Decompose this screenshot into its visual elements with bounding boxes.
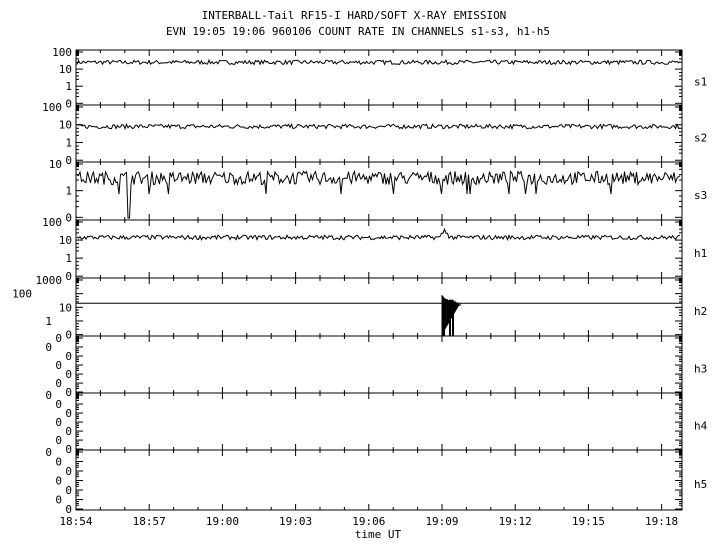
y-tick-label-s3: 1 xyxy=(65,185,72,198)
y-tick-label-h5: 0 xyxy=(55,456,62,469)
y-tick-label-s1: 0 xyxy=(65,97,72,110)
panel-frame-h1 xyxy=(75,219,683,279)
x-tick-label: 19:18 xyxy=(645,515,678,528)
y-tick-label-h2: 10 xyxy=(59,301,72,314)
y-tick-label-h2: 0 xyxy=(65,329,72,342)
x-tick-label: 19:09 xyxy=(425,515,458,528)
y-tick-label-h1: 1 xyxy=(65,252,72,265)
y-tick-label-s2: 0 xyxy=(65,154,72,167)
y-tick-label-h4: 0 xyxy=(65,425,72,438)
panel-frame-h5 xyxy=(75,449,683,511)
panel-frame-s3 xyxy=(75,161,683,221)
y-tick-label-h4: 0 xyxy=(45,389,52,402)
channel-label-h5: h5 xyxy=(694,478,707,491)
y-tick-label-h4: 0 xyxy=(55,398,62,411)
x-tick-label: 19:12 xyxy=(499,515,532,528)
y-tick-label-h5: 0 xyxy=(65,503,72,516)
panel-frame-s2 xyxy=(75,104,683,163)
x-tick-label: 19:03 xyxy=(279,515,312,528)
channel-label-h2: h2 xyxy=(694,305,707,318)
y-tick-label-s1: 1 xyxy=(65,80,72,93)
y-tick-label-h5: 0 xyxy=(45,446,52,459)
y-tick-label-h1: 0 xyxy=(65,270,72,283)
y-tick-label-h4: 0 xyxy=(55,434,62,447)
y-tick-label-h2: 100 xyxy=(12,288,32,301)
y-tick-label-h2: 1000 xyxy=(36,274,63,287)
y-tick-label-h3: 0 xyxy=(55,332,62,345)
chart-title: INTERBALL-Tail RF15-I HARD/SOFT X-RAY EM… xyxy=(202,9,507,22)
y-tick-label-s2: 100 xyxy=(42,101,62,114)
x-tick-label: 19:06 xyxy=(352,515,385,528)
series-line-s2 xyxy=(76,122,681,131)
channel-label-h4: h4 xyxy=(694,420,708,433)
panel-frame-h2 xyxy=(75,277,683,337)
y-tick-label-h3: 0 xyxy=(55,377,62,390)
y-tick-label-h4: 0 xyxy=(65,443,72,456)
series-line-s1 xyxy=(76,58,681,66)
panel-frame-h3 xyxy=(75,335,683,394)
y-tick-label-h1: 10 xyxy=(59,234,72,247)
y-tick-label-s3: 10 xyxy=(49,158,62,171)
burst-h2 xyxy=(441,294,461,335)
y-tick-label-h3: 0 xyxy=(55,359,62,372)
y-tick-label-h4: 0 xyxy=(55,416,62,429)
y-tick-label-h2: 1 xyxy=(45,315,52,328)
y-tick-label-h3: 0 xyxy=(65,350,72,363)
chart-subtitle: EVN 19:05 19:06 960106 COUNT RATE IN CHA… xyxy=(166,25,550,38)
y-tick-label-s1: 100 xyxy=(52,46,72,59)
channel-label-s3: s3 xyxy=(694,189,707,202)
y-tick-label-h4: 0 xyxy=(65,407,72,420)
y-tick-label-h3: 0 xyxy=(65,368,72,381)
y-tick-label-s3: 0 xyxy=(65,211,72,224)
y-tick-label-h5: 0 xyxy=(55,494,62,507)
y-tick-label-h5: 0 xyxy=(65,484,72,497)
y-tick-label-s2: 1 xyxy=(65,136,72,149)
y-tick-label-h3: 0 xyxy=(65,386,72,399)
y-tick-label-h1: 100 xyxy=(42,216,62,229)
series-line-h1 xyxy=(76,227,681,241)
x-tick-label: 19:15 xyxy=(572,515,605,528)
y-tick-label-s2: 10 xyxy=(59,119,72,132)
y-tick-label-h3: 0 xyxy=(45,341,52,354)
y-tick-label-h5: 0 xyxy=(65,465,72,478)
x-axis-label: time UT xyxy=(355,528,402,541)
y-tick-label-h5: 0 xyxy=(55,475,62,488)
channel-label-s1: s1 xyxy=(694,76,707,89)
channel-label-h3: h3 xyxy=(694,363,707,376)
channel-label-s2: s2 xyxy=(694,132,707,145)
panel-frame-s1 xyxy=(75,49,683,106)
panel-frame-h4 xyxy=(75,392,683,451)
channel-label-h1: h1 xyxy=(694,247,707,260)
x-tick-label: 18:54 xyxy=(59,515,92,528)
y-tick-label-s1: 10 xyxy=(59,63,72,76)
x-tick-label: 18:57 xyxy=(133,515,166,528)
x-tick-label: 19:00 xyxy=(206,515,239,528)
series-line-s3 xyxy=(76,169,681,219)
